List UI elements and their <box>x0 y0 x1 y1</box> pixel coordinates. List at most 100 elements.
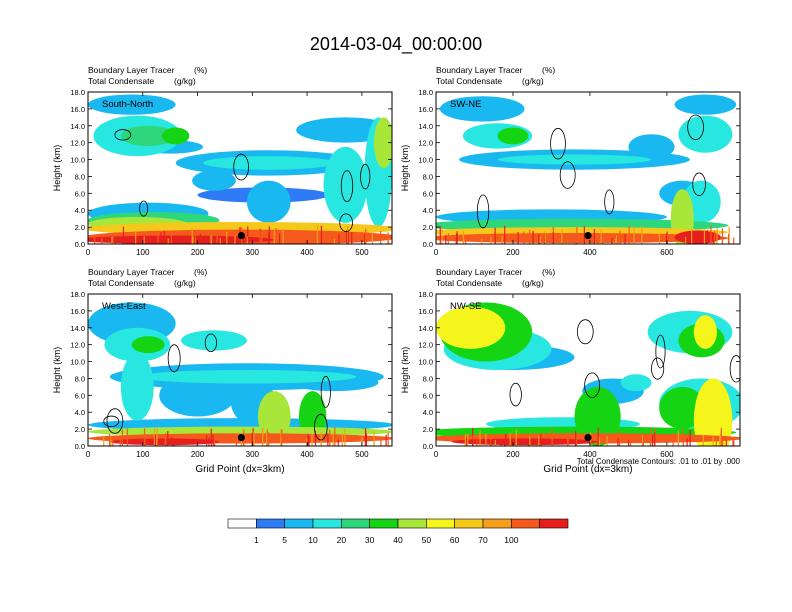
surface-streak <box>363 233 366 244</box>
tracer-field <box>436 92 740 244</box>
panel-west-east: 0 100 200 300 400 500 0.0 2.0 4.0 6.0 8.0 10.0 12.0 1… <box>52 267 393 475</box>
surface-streak <box>119 435 121 446</box>
surface-streak <box>503 440 506 446</box>
y-tick-label: 4.0 <box>75 408 85 417</box>
surface-streak <box>611 237 613 244</box>
y-tick-label: 16.0 <box>70 307 85 316</box>
colorbar-swatch <box>511 518 540 529</box>
y-tick-label: 14.0 <box>418 324 433 333</box>
y-tick-label: 18.0 <box>70 88 85 97</box>
y-tick-label: 10.0 <box>418 358 433 367</box>
surface-streak <box>121 429 124 446</box>
x-tick-label: 600 <box>660 248 674 257</box>
surface-streak <box>505 433 507 446</box>
surface-streak <box>642 432 644 446</box>
surface-streak <box>628 225 630 244</box>
surface-streak <box>164 435 166 446</box>
condensate-contour <box>339 213 353 232</box>
colorbar-swatch <box>539 518 569 529</box>
title-condensate-unit: (g/kg) <box>522 278 544 288</box>
title-condensate-unit: (g/kg) <box>174 76 196 86</box>
field-blob <box>620 374 652 392</box>
field-blob <box>678 115 733 153</box>
surface-streak <box>712 235 714 244</box>
y-tick-label: 12.0 <box>70 341 85 350</box>
plot-frame <box>87 293 393 447</box>
surface-streak <box>602 236 604 244</box>
surface-streak <box>720 427 722 446</box>
surface-streak <box>712 436 714 446</box>
surface-streak <box>371 232 373 244</box>
surface-streak <box>583 226 585 244</box>
surface-streak <box>606 436 608 446</box>
surface-streak <box>112 439 114 446</box>
y-axis-label: Height (km) <box>52 347 62 394</box>
surface-streak <box>732 440 734 446</box>
condensate-contour <box>204 333 218 352</box>
condensate-contour <box>584 372 601 398</box>
panels-group: 0 100 200 300 400 500 0.0 2.0 4.0 6.0 8.0 10.0 12.0 1… <box>52 65 741 475</box>
y-tick-label: 6.0 <box>423 189 433 198</box>
y-tick-label: 4.0 <box>423 206 433 215</box>
title-condensate-unit: (g/kg) <box>174 278 196 288</box>
surface-streak <box>111 236 113 244</box>
surface-streak <box>109 435 111 446</box>
surface-streak <box>710 225 712 244</box>
tracer-field <box>436 294 740 446</box>
surface-streak <box>143 236 145 244</box>
surface-streak <box>462 230 464 244</box>
surface-streak <box>485 433 487 446</box>
surface-streak <box>226 231 228 244</box>
y-tick-label: 8.0 <box>75 374 85 383</box>
surface-streak <box>504 225 506 244</box>
surface-streak <box>194 234 196 244</box>
surface-streak <box>509 432 511 446</box>
field-blob <box>497 127 529 145</box>
surface-streak <box>273 230 275 244</box>
field-blob <box>246 180 291 223</box>
surface-streak <box>666 232 668 244</box>
surface-streak <box>261 234 263 244</box>
y-tick-label: 6.0 <box>75 391 85 400</box>
title-tracer-unit: (%) <box>542 267 555 277</box>
title-condensate: Total Condensate <box>436 278 502 288</box>
x-tick-label: 200 <box>191 248 205 257</box>
surface-streak <box>716 228 718 244</box>
surface-streak <box>575 235 577 244</box>
surface-streak <box>691 228 693 244</box>
surface-streak <box>240 440 243 446</box>
surface-streak <box>515 436 517 446</box>
x-tick-label: 100 <box>136 248 150 257</box>
surface-streak <box>275 228 277 244</box>
surface-streak <box>686 437 688 446</box>
surface-streak <box>561 229 563 244</box>
surface-streak <box>539 236 541 244</box>
colorbar-swatch <box>426 518 455 529</box>
surface-streak <box>529 436 531 446</box>
surface-streak <box>628 440 630 446</box>
condensate-contour <box>687 114 704 140</box>
surface-streak <box>206 434 208 446</box>
field-blob <box>659 386 706 430</box>
surface-streak <box>447 233 449 244</box>
condensate-contour <box>655 334 666 369</box>
field-blob <box>181 330 247 351</box>
surface-streak <box>721 228 723 244</box>
colorbar-label: 100 <box>504 535 518 545</box>
y-tick-label: 10.0 <box>418 156 433 165</box>
x-tick-label: 200 <box>506 248 520 257</box>
surface-streak <box>156 428 158 446</box>
surface-streak <box>517 232 519 244</box>
location-marker <box>584 231 592 240</box>
surface-streak <box>364 427 367 446</box>
surface-streak <box>262 427 264 446</box>
field-blob <box>693 315 717 349</box>
surface-streak <box>714 230 716 244</box>
surface-streak <box>191 237 193 244</box>
y-axis-label: Height (km) <box>52 145 62 192</box>
y-tick-label: 2.0 <box>423 223 433 232</box>
panel-label: West-East <box>102 301 146 312</box>
colorbar-swatch <box>256 518 285 529</box>
surface-streak <box>624 234 626 244</box>
